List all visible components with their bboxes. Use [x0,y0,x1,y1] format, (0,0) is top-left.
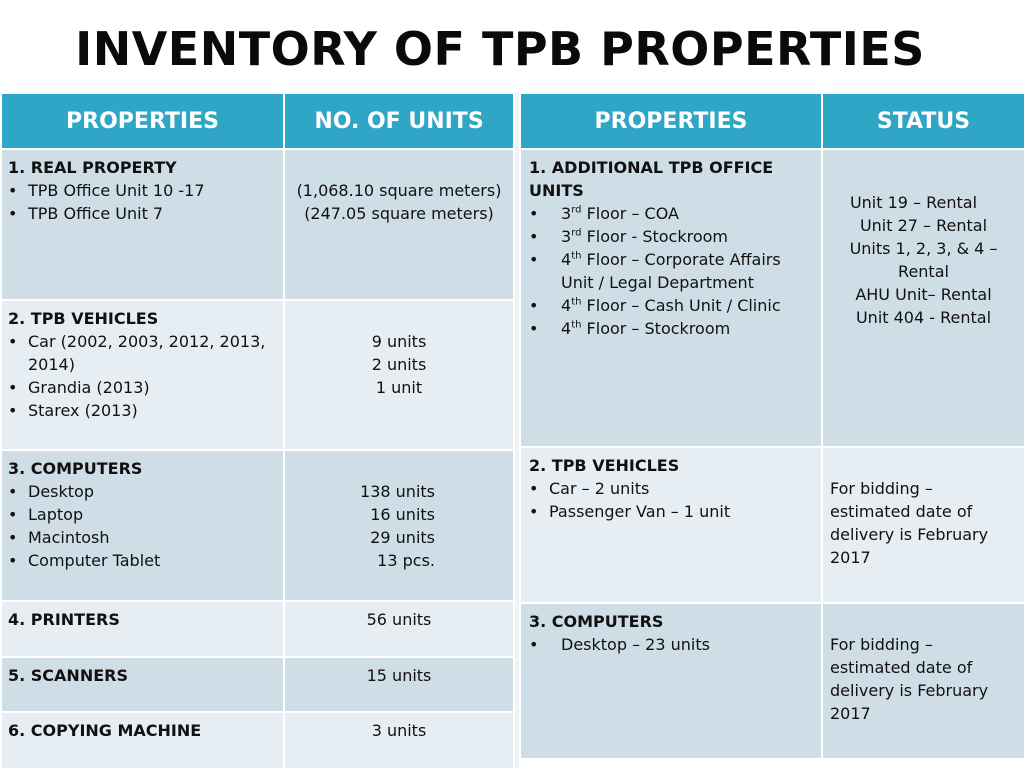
table-row: 1. REAL PROPERTY TPB Office Unit 10 -17 … [0,148,515,301]
row-heading: 2. TPB VEHICLES [8,309,159,328]
properties-units-table: PROPERTIES NO. OF UNITS 1. REAL PROPERTY… [0,92,515,770]
row-heading: 5. SCANNERS [8,666,128,685]
unit-value: 56 units [366,610,432,629]
table-row: 6. COPYING MACHINE 3 units [0,711,515,770]
table-row: 2. TPB VEHICLES Car (2002, 2003, 2012, 2… [0,299,515,451]
list-item: Starex (2013) [8,399,277,422]
list-item: 4th Floor – Corporate Affairs Unit / Leg… [529,248,815,294]
list-item: Passenger Van – 1 unit [529,500,815,523]
list-item: Laptop [8,503,277,526]
list-item: Desktop – 23 units [529,633,815,656]
row-heading: 1. ADDITIONAL TPB OFFICE UNITS [529,158,774,200]
table-row: 4. PRINTERS 56 units [0,600,515,658]
row-heading: 1. REAL PROPERTY [8,158,177,177]
page-title: INVENTORY OF TPB PROPERTIES [75,22,925,76]
list-item: 3rd Floor – COA [529,202,815,225]
properties-status-table: PROPERTIES STATUS 1. ADDITIONAL TPB OFFI… [519,92,1024,760]
row-heading: 6. COPYING MACHINE [8,721,202,740]
column-header-properties: PROPERTIES [519,92,823,150]
unit-value: (1,068.10 square meters) [296,181,502,200]
unit-value: 1 unit [375,378,423,397]
list-item: TPB Office Unit 10 -17 [8,179,277,202]
row-heading: 4. PRINTERS [8,610,120,629]
unit-value: 3 units [371,721,427,740]
unit-value: 29 units [370,528,435,547]
row-heading: 3. COMPUTERS [8,459,143,478]
unit-value: 13 pcs. [377,551,435,570]
unit-value: 2 units [371,355,427,374]
list-item: 4th Floor – Stockroom [529,317,815,340]
list-item: Car (2002, 2003, 2012, 2013, 2014) [8,330,277,376]
status-text: AHU Unit– Rental [855,285,992,304]
list-item: Grandia (2013) [8,376,277,399]
unit-value: 138 units [360,482,435,501]
list-item: 4th Floor – Cash Unit / Clinic [529,294,815,317]
table-row: 1. ADDITIONAL TPB OFFICE UNITS 3rd Floor… [519,148,1024,448]
list-item: Desktop [8,480,277,503]
list-item: TPB Office Unit 7 [8,202,277,225]
unit-value: (247.05 square meters) [304,204,494,223]
list-item: Computer Tablet [8,549,277,572]
table-divider [513,92,519,768]
row-heading: 3. COMPUTERS [529,612,664,631]
unit-value: 15 units [366,666,432,685]
status-text: Unit 19 – Rental [849,193,978,212]
status-text: Unit 404 - Rental [855,308,992,327]
list-item: Macintosh [8,526,277,549]
list-item: Car – 2 units [529,477,815,500]
column-header-properties: PROPERTIES [0,92,285,150]
status-text: Unit 27 – Rental [859,216,988,235]
row-heading: 2. TPB VEHICLES [529,456,680,475]
column-header-no-of-units: NO. OF UNITS [283,92,515,150]
table-row: 2. TPB VEHICLES Car – 2 units Passenger … [519,446,1024,604]
status-text: For bidding – estimated date of delivery… [830,635,989,723]
list-item: 3rd Floor - Stockroom [529,225,815,248]
column-header-status: STATUS [821,92,1024,150]
status-text: For bidding – estimated date of delivery… [830,479,989,567]
status-text: Units 1, 2, 3, & 4 – Rental [849,239,998,281]
table-row: 5. SCANNERS 15 units [0,656,515,713]
unit-value: 16 units [370,505,435,524]
table-row: 3. COMPUTERS Desktop – 23 units For bidd… [519,602,1024,760]
unit-value: 9 units [371,332,427,351]
table-row: 3. COMPUTERS Desktop Laptop Macintosh Co… [0,449,515,602]
